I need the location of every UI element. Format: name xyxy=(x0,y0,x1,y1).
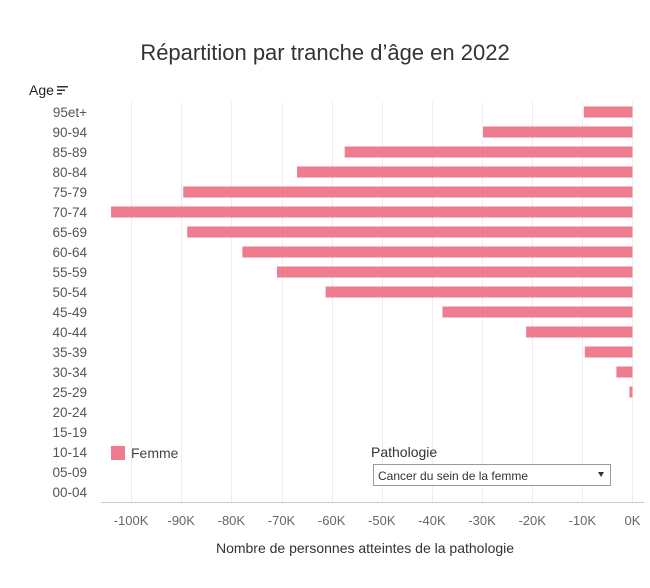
chevron-down-icon[interactable] xyxy=(598,472,604,477)
bar-30-34 xyxy=(616,366,633,378)
age-category-label: 40-44 xyxy=(52,325,87,340)
age-category-label: 05-09 xyxy=(52,465,87,480)
x-tick-label: -50K xyxy=(368,513,396,528)
bar-95et+ xyxy=(583,106,633,118)
age-axis-label: Age xyxy=(29,82,54,98)
bar-60-64 xyxy=(242,246,633,258)
x-tick-label: -90K xyxy=(167,513,195,528)
age-category-label: 25-29 xyxy=(52,385,87,400)
age-category-label: 95et+ xyxy=(53,105,87,120)
pathologie-filter-select[interactable]: Cancer du sein de la femme xyxy=(373,464,611,486)
x-tick-label: -40K xyxy=(418,513,446,528)
pathologie-filter-label: Pathologie xyxy=(371,444,438,460)
age-category-label: 45-49 xyxy=(52,305,87,320)
age-category-label: 00-04 xyxy=(52,485,87,500)
age-axis-header[interactable]: Age xyxy=(29,82,69,98)
legend-label-femme: Femme xyxy=(131,445,179,461)
age-category-label: 55-59 xyxy=(52,265,87,280)
x-tick-label: 0K xyxy=(625,513,641,528)
bar-70-74 xyxy=(111,206,633,218)
age-category-label: 70-74 xyxy=(52,205,87,220)
x-tick-label: -100K xyxy=(114,513,149,528)
bar-25-29 xyxy=(629,386,633,398)
age-category-label: 10-14 xyxy=(52,445,87,460)
bar-85-89 xyxy=(344,146,633,158)
x-tick-label: -30K xyxy=(468,513,496,528)
bar-90-94 xyxy=(483,126,633,138)
legend[interactable]: Femme xyxy=(111,445,178,461)
age-category-label: 30-34 xyxy=(52,365,87,380)
legend-swatch-femme xyxy=(111,446,125,460)
age-category-label: 85-89 xyxy=(52,145,87,160)
age-category-label: 50-54 xyxy=(52,285,87,300)
bar-65-69 xyxy=(187,226,633,238)
x-tick-label: -80K xyxy=(218,513,246,528)
x-tick-label: -60K xyxy=(318,513,346,528)
bar-35-39 xyxy=(584,346,633,358)
x-tick-label: -10K xyxy=(569,513,597,528)
age-category-label: 80-84 xyxy=(52,165,87,180)
bar-45-49 xyxy=(442,306,633,318)
bar-55-59 xyxy=(276,266,633,278)
age-category-label: 35-39 xyxy=(52,345,87,360)
bar-80-84 xyxy=(297,166,633,178)
chart-title: Répartition par tranche d’âge en 2022 xyxy=(140,40,510,65)
age-category-label: 90-94 xyxy=(52,125,87,140)
bar-50-54 xyxy=(325,286,633,298)
age-category-label: 75-79 xyxy=(52,185,87,200)
age-category-label: 20-24 xyxy=(52,405,87,420)
age-category-label: 65-69 xyxy=(52,225,87,240)
x-axis-label: Nombre de personnes atteintes de la path… xyxy=(215,540,515,556)
x-tick-label: -70K xyxy=(268,513,296,528)
pathologie-filter-value: Cancer du sein de la femme xyxy=(378,469,529,483)
age-category-label: 15-19 xyxy=(52,425,87,440)
age-category-label: 60-64 xyxy=(52,245,87,260)
bar-75-79 xyxy=(183,186,633,198)
bar-40-44 xyxy=(526,326,633,338)
sort-icon[interactable] xyxy=(56,85,69,95)
x-tick-label: -20K xyxy=(518,513,546,528)
